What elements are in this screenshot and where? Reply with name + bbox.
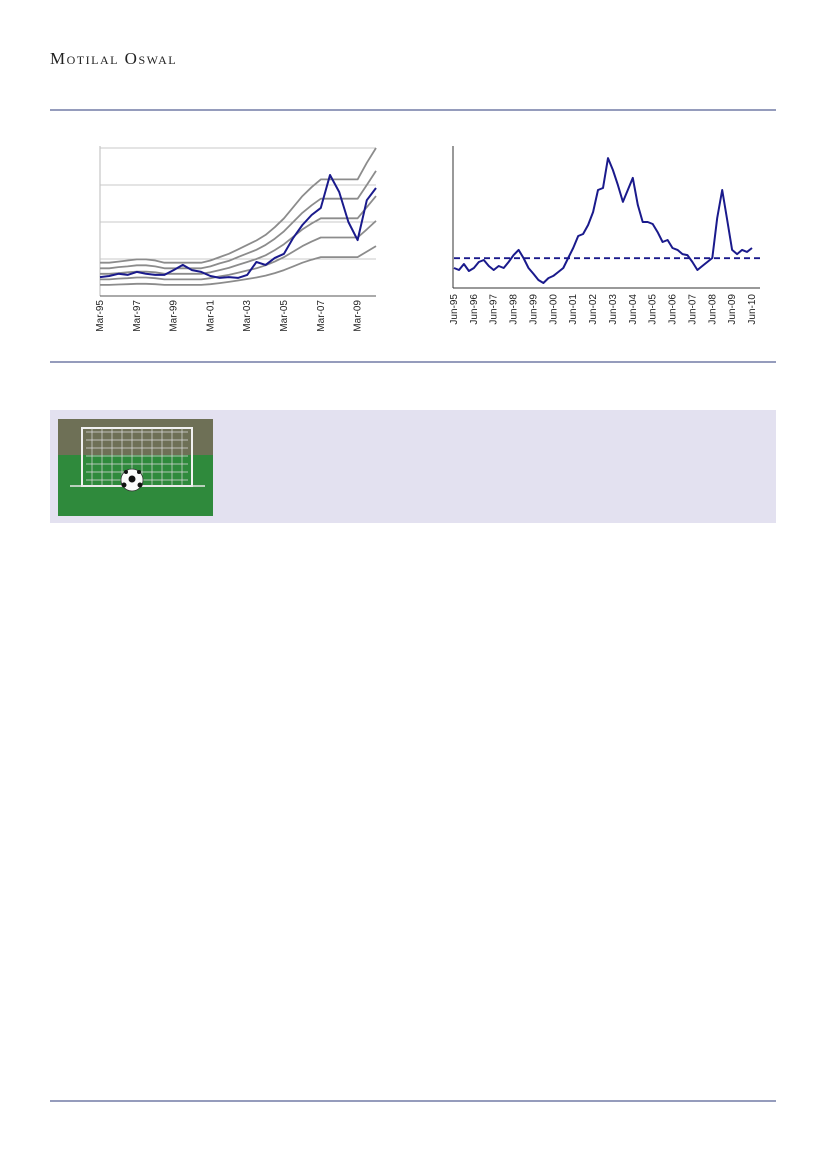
x-tick-label: Mar-03 xyxy=(242,300,253,332)
x-tick-label: Jun-99 xyxy=(528,294,539,325)
x-tick-label: Jun-00 xyxy=(548,294,559,325)
x-tick-label: Jun-06 xyxy=(668,294,679,325)
x-tick-label: Jun-03 xyxy=(608,294,619,325)
series-line xyxy=(100,245,377,286)
x-tick-label: Jun-02 xyxy=(588,294,599,325)
series-line xyxy=(100,147,377,264)
series-line xyxy=(99,174,377,279)
series-line xyxy=(453,157,753,284)
x-tick-label: Jun-97 xyxy=(489,294,500,325)
x-tick-label: Jun-04 xyxy=(628,294,639,325)
x-tick-label: Jun-95 xyxy=(449,294,460,325)
x-tick-label: Jun-98 xyxy=(509,294,520,325)
series-line xyxy=(100,220,377,281)
x-tick-label: Mar-99 xyxy=(169,300,180,332)
x-tick-label: Mar-97 xyxy=(132,300,143,332)
x-tick-label: Mar-05 xyxy=(279,300,290,332)
series-line xyxy=(100,170,377,270)
x-tick-label: Jun-08 xyxy=(707,294,718,325)
x-tick-label: Jun-01 xyxy=(568,294,579,325)
x-tick-label: Mar-09 xyxy=(353,300,364,332)
x-tick-label: Mar-01 xyxy=(205,300,216,332)
x-tick-label: Jun-10 xyxy=(747,294,758,325)
x-tick-label: Jun-96 xyxy=(469,294,480,325)
brand: Motilal Oswal xyxy=(50,49,177,68)
series-line xyxy=(100,195,377,275)
x-tick-label: Jun-09 xyxy=(727,294,738,325)
x-tick-label: Jun-07 xyxy=(687,294,698,325)
x-tick-label: Jun-05 xyxy=(648,294,659,325)
x-tick-label: Mar-95 xyxy=(95,300,106,332)
x-tick-label: Mar-07 xyxy=(316,300,327,332)
goal-image xyxy=(58,419,213,516)
